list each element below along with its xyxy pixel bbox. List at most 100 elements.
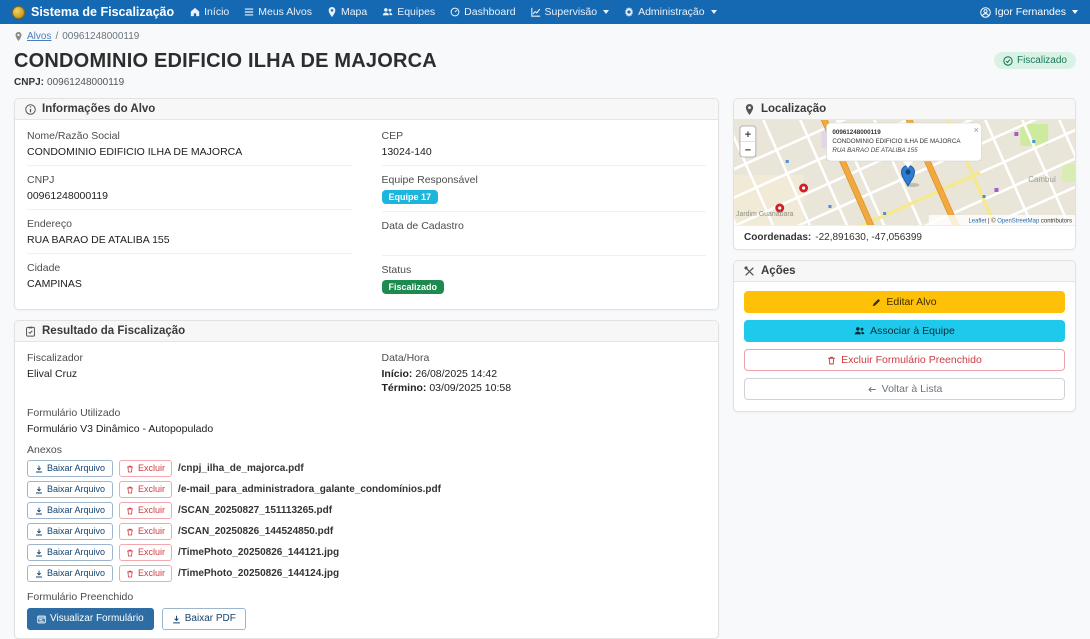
users-icon (854, 327, 865, 335)
fiscalizador-field: Fiscalizador Elival Cruz (27, 352, 84, 380)
nav-item-administracao[interactable]: Administração (624, 6, 717, 18)
view-form-button[interactable]: Visualizar Formulário (27, 608, 154, 630)
gauge-icon (450, 7, 460, 17)
delete-file-button[interactable]: Excluir (119, 481, 173, 498)
nav-item-dashboard[interactable]: Dashboard (450, 6, 516, 18)
form-window-icon (37, 615, 46, 623)
attachment-row: Baixar Arquivo Excluir /TimePhoto_202508… (27, 544, 706, 561)
attachment-filename: /SCAN_20250827_151113265.pdf (178, 505, 333, 516)
download-file-button[interactable]: Baixar Arquivo (27, 460, 114, 477)
attachment-filename: /cnpj_ilha_de_majorca.pdf (178, 463, 304, 474)
map-popup: 00961248000119 CONDOMINIO EDIFICIO ILHA … (826, 122, 982, 168)
nav-item-inicio[interactable]: Início (190, 6, 229, 18)
tools-icon (744, 265, 754, 276)
delete-filled-form-button[interactable]: Excluir Formulário Preenchido (744, 349, 1065, 371)
breadcrumb: Alvos / 00961248000119 (14, 31, 1076, 42)
edit-target-button[interactable]: Editar Alvo (744, 291, 1065, 313)
download-icon (36, 528, 42, 535)
attachment-row: Baixar Arquivo Excluir /SCAN_20250827_15… (27, 502, 706, 519)
nav-item-mapa[interactable]: Mapa (327, 6, 367, 18)
download-file-button[interactable]: Baixar Arquivo (27, 544, 114, 561)
field-cnpj: CNPJ 00961248000119 (27, 166, 352, 210)
download-icon (172, 615, 180, 623)
location-panel: Localização (733, 98, 1076, 250)
nav-item-meus-alvos[interactable]: Meus Alvos (244, 6, 312, 18)
field-endereco: Endereço RUA BARAO DE ATALIBA 155 (27, 210, 352, 254)
back-to-list-button[interactable]: Voltar à Lista (744, 378, 1065, 400)
chart-line-icon (530, 7, 540, 17)
delete-file-button[interactable]: Excluir (119, 565, 173, 582)
map-pin-icon (745, 103, 754, 115)
district-label: Jardim Guanabara (736, 211, 794, 218)
field-equipe: Equipe Responsável Equipe 17 (381, 166, 706, 212)
pencil-icon (873, 298, 881, 306)
attachment-filename: /TimePhoto_20250826_144121.jpg (178, 547, 340, 558)
status-badge: Fiscalizado (381, 280, 445, 294)
actions-panel-header: Ações (734, 261, 1075, 282)
popup-cnpj: 00961248000119 (832, 129, 881, 136)
user-menu[interactable]: Igor Fernandes (980, 6, 1078, 18)
download-icon (36, 507, 42, 514)
field-cidade: Cidade CAMPINAS (27, 262, 82, 290)
nav-item-equipes[interactable]: Equipes (382, 6, 435, 18)
associate-team-button[interactable]: Associar à Equipe (744, 320, 1065, 342)
trash-icon (127, 465, 134, 472)
leaflet-map[interactable]: Rua Santos Dumont Rua dos Bandeirantes (734, 99, 1075, 249)
trash-icon (127, 528, 134, 535)
form-used-label: Formulário Utilizado (27, 407, 121, 419)
field-cep: CEP 13024-140 (381, 122, 706, 166)
trash-icon (127, 486, 134, 493)
check-circle-icon (1003, 55, 1013, 66)
map-pin-icon (328, 7, 336, 17)
download-icon (36, 570, 42, 577)
download-file-button[interactable]: Baixar Arquivo (27, 565, 114, 582)
result-panel-header: Resultado da Fiscalização (15, 321, 718, 342)
breadcrumb-root-link[interactable]: Alvos (27, 31, 52, 42)
app-title: Sistema de Fiscalização (31, 5, 175, 19)
popup-close-icon[interactable]: × (974, 125, 979, 135)
info-fields-left: Nome/Razão Social CONDOMINIO EDIFICIO IL… (27, 122, 352, 301)
info-panel-header: Informações do Alvo (15, 99, 718, 120)
district-label: Cambuí (1028, 175, 1057, 184)
navbar: Sistema de Fiscalização Início Meus Alvo… (0, 0, 1090, 24)
zoom-out-button[interactable]: − (745, 144, 751, 156)
info-fields-right: CEP 13024-140 Equipe Responsável Equipe … (381, 122, 706, 301)
nav-item-supervisao[interactable]: Supervisão (530, 6, 610, 18)
attachment-filename: /SCAN_20250826_144524850.pdf (178, 526, 334, 537)
popup-name: CONDOMINIO EDIFICIO ILHA DE MAJORCA (832, 138, 961, 145)
arrow-left-icon (867, 386, 876, 392)
anexos-label: Anexos (27, 444, 63, 456)
field-nome: Nome/Razão Social CONDOMINIO EDIFICIO IL… (27, 122, 352, 166)
trash-icon (127, 507, 134, 514)
nav-menu: Início Meus Alvos Mapa Equipes Dashboard… (190, 6, 717, 18)
zoom-in-button[interactable]: + (745, 129, 751, 141)
app-brand[interactable]: Sistema de Fiscalização (12, 5, 174, 19)
breadcrumb-current: 00961248000119 (62, 31, 140, 42)
coordinates-row: Coordenadas: -22,891630, -47,056399 (734, 225, 1075, 249)
download-file-button[interactable]: Baixar Arquivo (27, 502, 114, 519)
chevron-down-icon (710, 10, 717, 14)
actions-panel: Ações Editar Alvo Associar à Equipe Excl… (733, 260, 1076, 412)
chevron-down-icon (1072, 10, 1078, 14)
map-zoom-control: + − (739, 125, 757, 158)
delete-file-button[interactable]: Excluir (119, 544, 173, 561)
delete-file-button[interactable]: Excluir (119, 460, 173, 477)
info-panel: Informações do Alvo Nome/Razão Social CO… (14, 98, 719, 310)
status-pill: Fiscalizado (993, 52, 1076, 69)
download-icon (36, 549, 42, 556)
field-data-cadastro: Data de Cadastro (381, 212, 706, 256)
location-panel-header: Localização (734, 99, 1075, 120)
datahora-field: Data/Hora Início: 26/08/2025 14:42 Térmi… (381, 352, 512, 394)
info-circle-icon (25, 103, 36, 115)
attachment-row: Baixar Arquivo Excluir /TimePhoto_202508… (27, 565, 706, 582)
gear-icon (624, 7, 634, 17)
app-logo-icon (12, 5, 25, 19)
form-preenchido-label: Formulário Preenchido (27, 591, 134, 603)
trash-icon (828, 356, 836, 364)
download-file-button[interactable]: Baixar Arquivo (27, 481, 114, 498)
form-used-value: Formulário V3 Dinâmico - Autopopulado (27, 423, 214, 435)
delete-file-button[interactable]: Excluir (119, 502, 173, 519)
trash-icon (127, 549, 134, 556)
download-pdf-button[interactable]: Baixar PDF (161, 608, 246, 630)
list-icon (245, 8, 254, 16)
